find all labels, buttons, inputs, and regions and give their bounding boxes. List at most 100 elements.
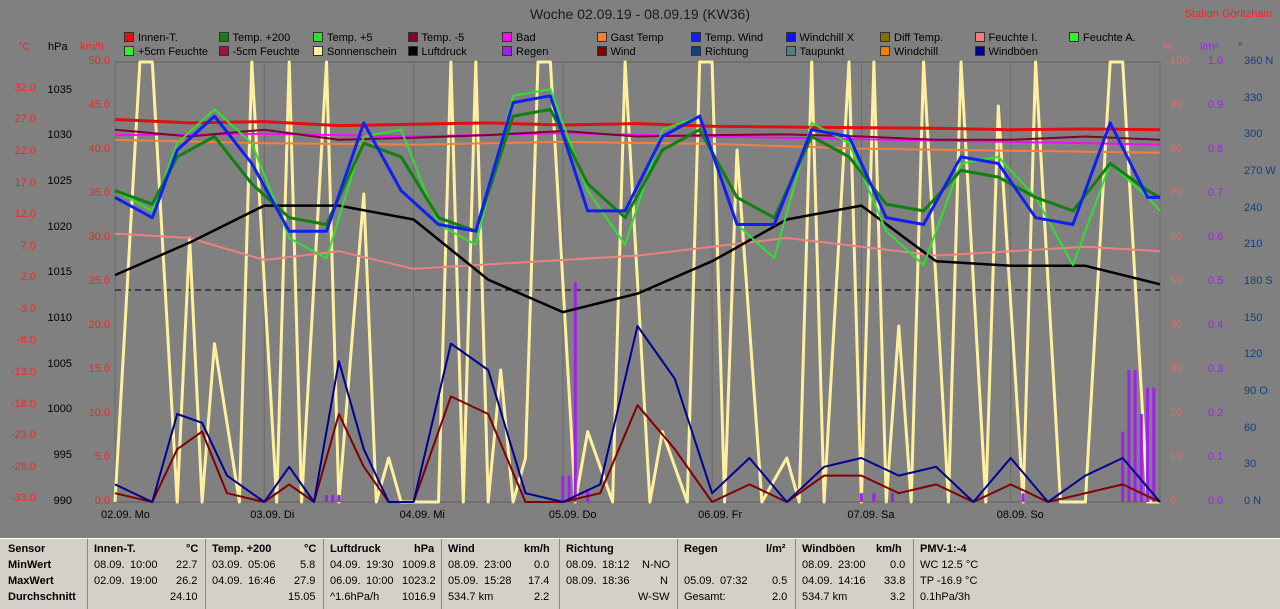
celsius-tick: 12.0 — [14, 208, 36, 221]
kmh-tick: 15.0 — [88, 363, 110, 375]
regen-total: 2.0 — [772, 591, 788, 603]
celsius-tick: 17.0 — [14, 176, 36, 189]
temp200-header: Temp. +200 — [212, 543, 272, 555]
temp200-min-time: 05:06 — [248, 559, 276, 571]
legend-item-feuchte-i: Feuchte I. — [974, 31, 1038, 45]
percent-tick: 30 — [1170, 363, 1183, 375]
legend-swatch — [502, 32, 512, 42]
legend-label: Feuchte I. — [988, 32, 1038, 44]
wind-avg: 2.2 — [534, 591, 550, 603]
legend-swatch — [502, 46, 512, 56]
pmv-trend: 0.1hPa/3h — [920, 591, 971, 603]
lm2-tick: 0.6 — [1208, 231, 1224, 243]
deg-tick: 180 S — [1244, 275, 1273, 287]
legend-label: Bad — [516, 32, 536, 44]
lm2-tick: 0.5 — [1208, 275, 1224, 287]
druck-unit: hPa — [414, 543, 435, 555]
druck-max-val: 1023.2 — [402, 575, 436, 587]
legend-label: -5cm Feuchte — [232, 46, 300, 58]
series-line-gast-temp — [114, 138, 1161, 154]
celsius-axis-unit: °C — [18, 41, 31, 53]
innen-min-date: 08.09. — [94, 559, 125, 571]
bar-regen — [872, 493, 876, 502]
kmh-tick: 35.0 — [88, 187, 110, 199]
day-label: 03.09. Di — [250, 509, 295, 521]
celsius-tick: -18.0 — [10, 397, 36, 410]
stats-innen: Innen-T. °C 08.09. 10:00 22.7 02.09. 19:… — [88, 539, 206, 609]
bar-regen — [337, 494, 341, 502]
regen-max-time: 07:32 — [720, 575, 748, 587]
lm2-tick: 0.0 — [1208, 495, 1224, 507]
lm2-tick: 0.9 — [1208, 99, 1224, 111]
legend-label: Temp. +5 — [327, 32, 373, 44]
legend-label: Temp. Wind — [705, 32, 764, 44]
series-line-feuchte-i — [114, 232, 1161, 270]
regen-total-label: Gesamt: — [684, 591, 726, 603]
legend-item-luftdruck: Luftdruck — [407, 45, 467, 59]
legend-label: Gast Temp — [610, 32, 664, 44]
legend-item-temp-200: Temp. +200 — [218, 31, 290, 45]
kmh-tick: 50.0 — [88, 55, 110, 67]
stats-regen: Regen l/m² 05.09. 07:32 0.5 Gesamt: 2.0 — [678, 539, 796, 609]
legend-swatch — [313, 46, 323, 56]
legend-swatch — [691, 32, 701, 42]
stats-boeen: Windböen km/h 08.09. 23:00 0.0 04.09. 14… — [796, 539, 914, 609]
kmh-tick: 5.0 — [94, 451, 110, 463]
deg-tick: 60 — [1244, 421, 1257, 434]
boeen-unit: km/h — [876, 543, 902, 555]
celsius-tick: 27.0 — [14, 113, 36, 126]
legend-label: Temp. -5 — [421, 32, 465, 44]
lm2-tick: 0.2 — [1208, 407, 1224, 419]
celsius-tick: -33.0 — [10, 492, 36, 505]
hpa-tick: 995 — [53, 449, 72, 462]
stats-sensor: Sensor MinWert MaxWert Durchschnitt — [0, 539, 88, 609]
wind-min-val: 0.0 — [534, 559, 550, 571]
celsius-tick: -28.0 — [10, 460, 36, 473]
innen-avg: 24.10 — [170, 591, 198, 603]
kmh-tick: 0.0 — [94, 495, 110, 507]
legend-item-taupunkt: Taupunkt — [785, 45, 845, 59]
legend-swatch — [691, 46, 701, 56]
richtung-min-date: 08.09. — [566, 559, 597, 571]
legend-item-gast-temp: Gast Temp — [596, 31, 664, 45]
kmh-tick: 45.0 — [88, 99, 110, 111]
legend-item-windchill: Windchill — [880, 45, 938, 59]
legend-swatch — [124, 46, 134, 56]
boeen-max-time: 14:16 — [838, 575, 866, 587]
legend-item-5cm-feuchte: -5cm Feuchte — [218, 45, 300, 59]
boeen-max-val: 33.8 — [884, 575, 906, 587]
bar-regen — [1021, 493, 1025, 502]
percent-tick: 80 — [1170, 143, 1183, 155]
wind-header: Wind — [448, 543, 475, 555]
station-name: Station Göritzhain — [1184, 8, 1272, 20]
stats-panel: Sensor MinWert MaxWert Durchschnitt Inne… — [0, 538, 1280, 609]
boeen-avg: 3.2 — [890, 591, 906, 603]
deg-tick: 30 — [1244, 458, 1257, 471]
hpa-tick: 1020 — [47, 220, 72, 233]
temp200-min-val: 5.8 — [300, 559, 316, 571]
celsius-tick: -23.0 — [10, 429, 36, 442]
bar-regen — [331, 494, 335, 502]
druck-min-val: 1009.8 — [402, 559, 436, 571]
hpa-tick: 990 — [53, 494, 72, 507]
stats-pmv: PMV-1:-4 WC 12.5 °C TP -16.9 °C 0.1hPa/3… — [914, 539, 1014, 609]
series-line-luftdruck — [114, 204, 1161, 314]
temp200-min-date: 03.09. — [212, 559, 243, 571]
legend-item-diff-temp: Diff Temp. — [880, 31, 943, 45]
bar-regen — [1127, 370, 1131, 502]
temp200-max-time: 16:46 — [248, 575, 276, 587]
stats-temp200: Temp. +200 °C 03.09. 05:06 5.8 04.09. 16… — [206, 539, 324, 609]
deg-tick: 150 — [1244, 311, 1263, 324]
legend-swatch — [785, 46, 796, 56]
wind-min-date: 08.09. — [448, 559, 479, 571]
pmv-header: PMV-1:-4 — [920, 543, 967, 555]
kmh-tick: 30.0 — [88, 231, 110, 243]
innen-max-time: 19:00 — [130, 575, 158, 587]
richtung-min-time: 18:12 — [602, 559, 630, 571]
pmv-tp: TP -16.9 °C — [920, 575, 978, 587]
legend-label: Taupunkt — [799, 46, 845, 58]
sensor-header: Sensor — [8, 543, 46, 555]
temp200-max-date: 04.09. — [212, 575, 243, 587]
celsius-tick: 7.0 — [20, 239, 36, 252]
innen-max-date: 02.09. — [94, 575, 125, 587]
